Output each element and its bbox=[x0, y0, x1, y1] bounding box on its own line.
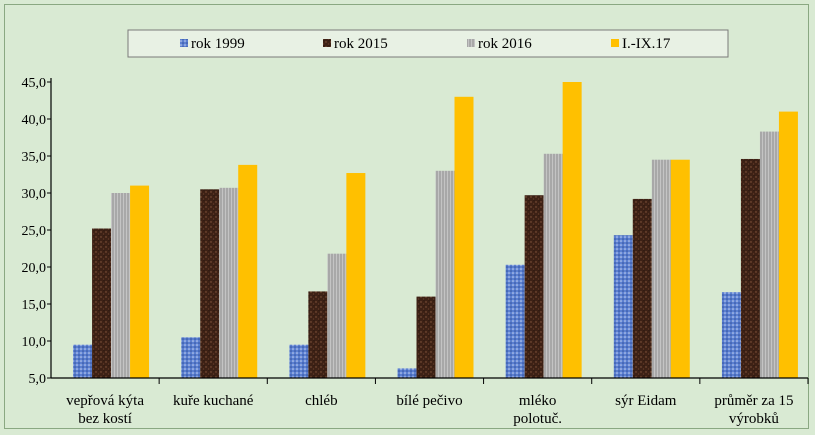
bar-rok-2015 bbox=[740, 158, 760, 378]
bar-rok-2015 bbox=[200, 189, 220, 378]
legend-swatch-2017 bbox=[611, 39, 619, 47]
y-tick-label: 25,0 bbox=[22, 224, 47, 239]
legend-swatch-2016 bbox=[467, 39, 475, 47]
bar-rok-2015 bbox=[632, 198, 652, 378]
category-label: sýr Eidam bbox=[615, 393, 677, 409]
category-label: vepřová kýta bez kostí bbox=[66, 393, 144, 427]
category-label: bílé pečivo bbox=[396, 393, 462, 409]
bar-rok-1999 bbox=[289, 344, 309, 378]
legend-swatch-2015 bbox=[323, 39, 331, 47]
bar-rok-1999 bbox=[397, 368, 417, 378]
bar-i-ix-17 bbox=[670, 159, 690, 378]
bar-i-ix-17 bbox=[130, 185, 150, 378]
legend-label-2017: I.-IX.17 bbox=[622, 36, 671, 52]
legend-label-1999: rok 1999 bbox=[191, 36, 245, 52]
bar-rok-2016 bbox=[651, 159, 671, 378]
bar-rok-2016 bbox=[435, 170, 455, 378]
legend-box bbox=[127, 29, 729, 58]
bar-rok-2015 bbox=[308, 291, 328, 378]
chart-legend: rok 1999 rok 2015 rok 2016 I.-IX.17 bbox=[127, 29, 729, 58]
y-tick-label: 5,0 bbox=[29, 372, 47, 387]
bar-rok-2015 bbox=[524, 195, 544, 378]
category-label: kuře kuchané bbox=[173, 393, 254, 409]
category-label: průměr za 15 výrobků bbox=[714, 393, 793, 427]
bar-rok-1999 bbox=[73, 344, 93, 378]
bar-i-ix-17 bbox=[238, 164, 258, 378]
y-tick-label: 20,0 bbox=[22, 261, 47, 276]
category-label: chléb bbox=[305, 393, 337, 409]
bar-rok-2016 bbox=[111, 193, 131, 378]
bar-rok-2016 bbox=[759, 131, 779, 378]
axes-lines bbox=[50, 78, 809, 384]
bar-rok-2016 bbox=[327, 253, 347, 378]
bar-rok-1999 bbox=[721, 292, 741, 378]
x-axis: vepřová kýta bez kostí kuře kuchané chléb bí… bbox=[66, 393, 793, 427]
y-axis: 5,0 10,0 15,0 20,0 25,0 30,0 35,0 40,0 45,0 bbox=[22, 76, 51, 387]
y-tick-label: 10,0 bbox=[22, 335, 47, 350]
legend-swatch-1999 bbox=[180, 39, 188, 47]
bar-i-ix-17 bbox=[454, 96, 474, 379]
y-tick-label: 15,0 bbox=[22, 298, 47, 313]
bar-rok-2015 bbox=[416, 296, 436, 378]
category-label: mléko polotuč. bbox=[513, 393, 562, 427]
bar-i-ix-17 bbox=[346, 173, 366, 378]
legend-label-2016: rok 2016 bbox=[478, 36, 532, 52]
bar-i-ix-17 bbox=[562, 82, 582, 378]
bar-rok-2015 bbox=[92, 228, 112, 378]
bars-layer bbox=[73, 82, 798, 379]
y-tick-label: 40,0 bbox=[22, 113, 47, 128]
bar-rok-1999 bbox=[613, 235, 633, 378]
y-tick-label: 35,0 bbox=[22, 150, 47, 165]
y-tick-label: 30,0 bbox=[22, 187, 47, 202]
legend-label-2015: rok 2015 bbox=[334, 36, 388, 52]
bar-rok-2016 bbox=[219, 187, 239, 378]
bar-rok-1999 bbox=[505, 264, 525, 378]
bar-rok-1999 bbox=[181, 337, 201, 378]
bar-rok-2016 bbox=[543, 153, 563, 378]
bar-i-ix-17 bbox=[778, 111, 798, 378]
y-tick-label: 45,0 bbox=[22, 76, 47, 91]
